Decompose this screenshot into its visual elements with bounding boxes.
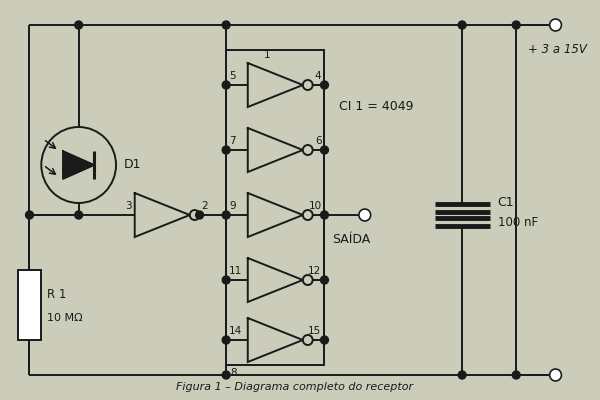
Polygon shape: [63, 151, 94, 179]
Text: D1: D1: [124, 158, 142, 172]
Circle shape: [320, 276, 328, 284]
Text: 10: 10: [308, 201, 322, 211]
Text: 11: 11: [229, 266, 242, 276]
Circle shape: [359, 209, 371, 221]
Circle shape: [222, 336, 230, 344]
Circle shape: [512, 21, 520, 29]
Text: 8: 8: [230, 368, 237, 378]
Circle shape: [222, 81, 230, 89]
Text: 9: 9: [229, 201, 236, 211]
Text: C1: C1: [497, 196, 514, 210]
Circle shape: [222, 211, 230, 219]
Circle shape: [26, 211, 34, 219]
Text: SAÍDA: SAÍDA: [332, 233, 371, 246]
Text: 6: 6: [315, 136, 322, 146]
Text: 14: 14: [229, 326, 242, 336]
Text: 5: 5: [229, 71, 236, 81]
Circle shape: [512, 371, 520, 379]
Text: CI 1 = 4049: CI 1 = 4049: [339, 100, 414, 113]
Text: 15: 15: [308, 326, 322, 336]
Text: Figura 1 – Diagrama completo do receptor: Figura 1 – Diagrama completo do receptor: [176, 382, 413, 392]
Text: + 3 a 15V: + 3 a 15V: [528, 43, 587, 56]
Circle shape: [550, 19, 562, 31]
Circle shape: [222, 371, 230, 379]
Bar: [226, 50, 325, 365]
Circle shape: [320, 146, 328, 154]
Circle shape: [458, 371, 466, 379]
Circle shape: [222, 21, 230, 29]
Circle shape: [458, 21, 466, 29]
Text: R 1: R 1: [47, 288, 67, 301]
Text: 4: 4: [315, 71, 322, 81]
Text: 2: 2: [202, 201, 208, 211]
Circle shape: [550, 369, 562, 381]
Circle shape: [75, 211, 83, 219]
Text: 10 MΩ: 10 MΩ: [47, 313, 83, 322]
Text: 12: 12: [308, 266, 322, 276]
Text: 7: 7: [229, 136, 236, 146]
Circle shape: [222, 276, 230, 284]
Bar: [17, 270, 41, 340]
Circle shape: [320, 81, 328, 89]
Circle shape: [75, 21, 83, 29]
Text: 3: 3: [125, 201, 132, 211]
Text: 100 nF: 100 nF: [497, 216, 538, 230]
Circle shape: [320, 211, 328, 219]
Text: 1: 1: [264, 50, 271, 60]
Circle shape: [320, 336, 328, 344]
Circle shape: [222, 146, 230, 154]
Circle shape: [196, 211, 203, 219]
